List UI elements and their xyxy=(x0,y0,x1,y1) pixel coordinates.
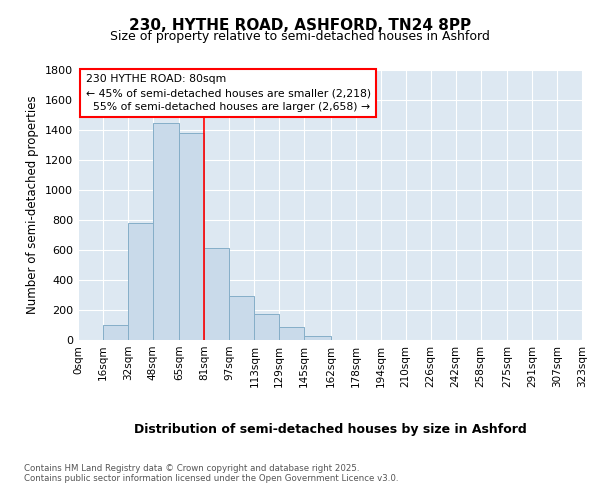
Bar xyxy=(229,296,254,340)
Text: Distribution of semi-detached houses by size in Ashford: Distribution of semi-detached houses by … xyxy=(134,422,526,436)
Text: 230, HYTHE ROAD, ASHFORD, TN24 8PP: 230, HYTHE ROAD, ASHFORD, TN24 8PP xyxy=(129,18,471,32)
Text: Contains public sector information licensed under the Open Government Licence v3: Contains public sector information licen… xyxy=(24,474,398,483)
Bar xyxy=(254,314,279,340)
Text: Size of property relative to semi-detached houses in Ashford: Size of property relative to semi-detach… xyxy=(110,30,490,43)
Bar xyxy=(153,122,179,340)
Bar xyxy=(279,328,304,340)
Text: Contains HM Land Registry data © Crown copyright and database right 2025.: Contains HM Land Registry data © Crown c… xyxy=(24,464,359,473)
Bar xyxy=(103,325,128,340)
Bar xyxy=(205,248,229,340)
Y-axis label: Number of semi-detached properties: Number of semi-detached properties xyxy=(26,96,40,314)
Bar xyxy=(179,133,205,340)
Bar xyxy=(304,336,331,340)
Text: 230 HYTHE ROAD: 80sqm
← 45% of semi-detached houses are smaller (2,218)
  55% of: 230 HYTHE ROAD: 80sqm ← 45% of semi-deta… xyxy=(86,74,371,112)
Bar xyxy=(128,223,153,340)
